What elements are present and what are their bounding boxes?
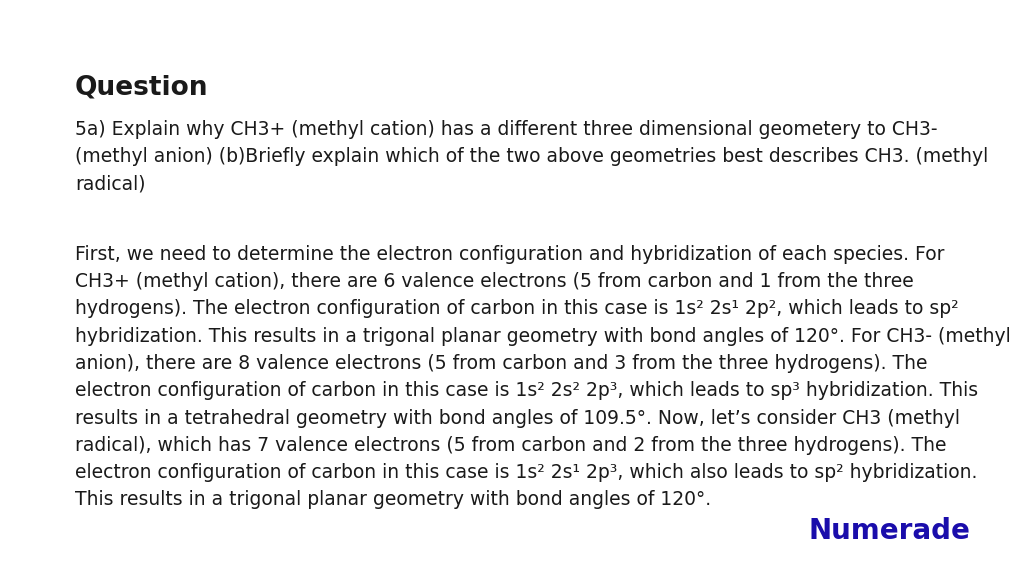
- Text: 5a) Explain why CH3+ (methyl cation) has a different three dimensional geometery: 5a) Explain why CH3+ (methyl cation) has…: [75, 120, 988, 194]
- Text: First, we need to determine the electron configuration and hybridization of each: First, we need to determine the electron…: [75, 245, 1011, 509]
- Text: Numerade: Numerade: [808, 517, 970, 545]
- Text: Question: Question: [75, 75, 209, 101]
